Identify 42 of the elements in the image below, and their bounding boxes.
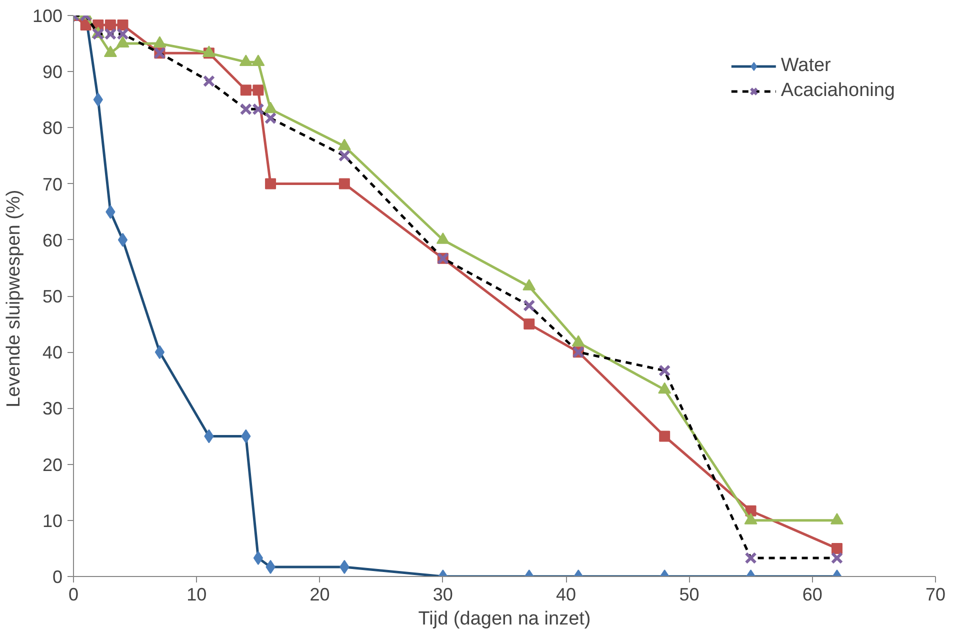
point <box>264 112 277 124</box>
y-tick-label: 20 <box>42 454 63 475</box>
point <box>104 20 116 31</box>
point <box>253 550 264 565</box>
point <box>524 318 535 330</box>
point <box>659 430 670 442</box>
point <box>265 178 276 190</box>
x-tick-label: 0 <box>68 584 79 604</box>
point <box>118 232 128 247</box>
point <box>338 178 350 190</box>
point <box>830 552 844 564</box>
point <box>117 20 128 31</box>
legend-label: Acaciahoning <box>780 80 895 102</box>
y-tick-label: 50 <box>42 286 63 306</box>
point <box>831 542 842 554</box>
x-tick-label: 30 <box>432 584 453 604</box>
x-tick-label: 40 <box>556 584 576 604</box>
y-axis-title: Levende sluipwespen (%) <box>3 190 24 408</box>
point <box>202 75 216 88</box>
point <box>154 345 165 360</box>
point <box>658 364 671 377</box>
y-tick-label: 40 <box>42 342 63 363</box>
y-tick-label: 90 <box>42 62 63 82</box>
x-axis-title: Tijd (dagen na inzet) <box>418 608 591 630</box>
x-tick-label: 20 <box>310 584 330 604</box>
point <box>252 84 264 96</box>
y-tick-label: 100 <box>32 6 63 26</box>
point <box>744 552 757 564</box>
x-tick-label: 50 <box>679 584 700 604</box>
point <box>523 299 536 312</box>
y-tick-label: 10 <box>42 510 63 531</box>
y-tick-label: 60 <box>42 230 63 250</box>
x-tick-label: 10 <box>186 584 207 604</box>
y-tick-label: 30 <box>42 398 63 419</box>
y-tick-label: 70 <box>42 174 63 194</box>
point <box>338 150 351 162</box>
point <box>240 84 252 96</box>
legend-label: Water <box>780 55 831 77</box>
x-tick-label: 70 <box>925 584 946 604</box>
y-tick-label: 0 <box>52 567 63 587</box>
y-tick-label: 80 <box>42 118 63 138</box>
x-tick-label: 60 <box>802 584 822 604</box>
